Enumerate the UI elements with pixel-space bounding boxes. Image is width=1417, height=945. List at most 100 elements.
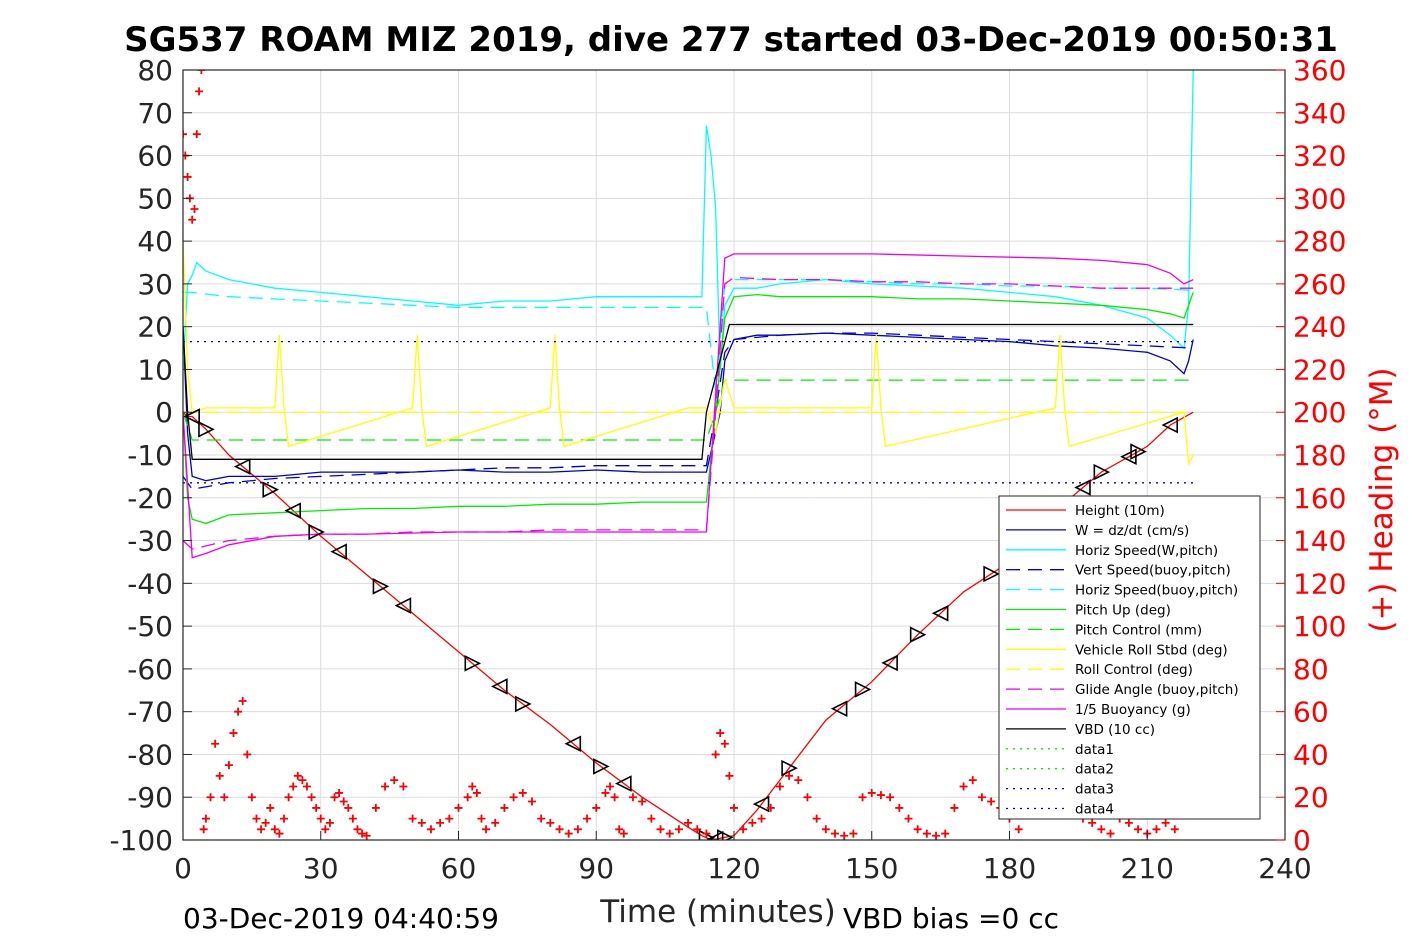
- x-tick-label: 180: [983, 852, 1036, 885]
- heading-point: [537, 814, 546, 823]
- heading-point: [238, 696, 247, 705]
- gc-marker: [464, 655, 482, 672]
- chart-title: SG537 ROAM MIZ 2019, dive 277 started 03…: [124, 20, 1338, 60]
- heading-point: [615, 825, 624, 834]
- y-right-tick-label: 220: [1293, 353, 1346, 386]
- y-right-tick-label: 200: [1293, 396, 1346, 429]
- heading-point: [950, 803, 959, 812]
- heading-point: [199, 825, 208, 834]
- x-tick-label: 240: [1258, 852, 1311, 885]
- y-right-tick-label: 360: [1293, 54, 1346, 87]
- heading-point: [977, 793, 986, 802]
- heading-point: [183, 130, 187, 139]
- series-line-11: [183, 323, 1194, 460]
- legend: Height (10m) W = dz/dt (cm/s) Horiz Speed(…: [998, 495, 1261, 820]
- x-tick-label: 120: [707, 852, 760, 885]
- x-tick-label: 210: [1121, 852, 1174, 885]
- heading-point: [766, 803, 775, 812]
- heading-point: [298, 776, 307, 785]
- gc-marker: [564, 735, 582, 753]
- heading-point: [316, 814, 325, 823]
- y-tick-label: 70: [137, 97, 173, 130]
- y-right-tick-label: 100: [1293, 610, 1346, 643]
- gc-marker: [330, 543, 347, 560]
- gc-marker: [514, 695, 532, 713]
- gc-marker: [262, 481, 280, 498]
- heading-point: [748, 818, 757, 827]
- heading-point: [564, 829, 573, 838]
- heading-point: [234, 707, 243, 716]
- series-line-10: [183, 253, 1194, 559]
- legend-entry: data1: [1075, 742, 1114, 758]
- y-right-tick-label: 160: [1293, 482, 1346, 515]
- heading-point: [399, 782, 408, 791]
- heading-point: [959, 782, 968, 791]
- heading-point: [257, 825, 266, 834]
- heading-point: [1161, 818, 1170, 827]
- gc-marker: [593, 758, 610, 775]
- gc-marker: [1093, 463, 1111, 481]
- heading-point: [417, 818, 426, 827]
- heading-point: [491, 818, 500, 827]
- heading-point: [321, 825, 330, 834]
- heading-point: [335, 788, 344, 797]
- heading-point: [638, 797, 647, 806]
- heading-point: [284, 793, 293, 802]
- heading-point: [757, 814, 766, 823]
- gc-marker: [854, 681, 872, 698]
- heading-point: [509, 793, 518, 802]
- x-tick-label: 90: [578, 852, 614, 885]
- legend-entry: Glide Angle (buoy,pitch): [1075, 682, 1239, 698]
- heading-point: [362, 831, 371, 840]
- footer-vbd-bias: VBD bias =0 cc: [843, 902, 1059, 935]
- heading-point: [601, 788, 610, 797]
- y-tick-label: 0: [155, 396, 173, 429]
- heading-point: [358, 829, 367, 838]
- series-layer: [183, 70, 1194, 840]
- y-axis-left: 80 70 60 50 40 30 20 10 0 -10 -20 -30 -40 -50 -60 -70 -8…: [109, 54, 192, 857]
- gc-marker: [233, 458, 251, 475]
- gc-marker: [372, 578, 390, 595]
- heading-point: [266, 803, 275, 812]
- legend-entry: data2: [1075, 762, 1114, 778]
- y-right-tick-label: 20: [1293, 781, 1329, 814]
- gc-marker: [983, 565, 1000, 583]
- heading-point: [339, 797, 348, 806]
- heading-point: [987, 797, 996, 806]
- heading-point: [803, 793, 812, 802]
- gc-marker: [284, 502, 302, 519]
- heading-point: [243, 750, 252, 759]
- heading-point: [968, 776, 977, 785]
- x-tick-label: 150: [845, 852, 898, 885]
- heading-point: [211, 739, 220, 748]
- gc-marker: [198, 421, 215, 438]
- y-tick-label: -10: [127, 439, 173, 472]
- y-tick-label: -70: [127, 696, 173, 729]
- y-tick-label: -90: [127, 781, 173, 814]
- heading-point: [463, 793, 472, 802]
- heading-point: [647, 814, 656, 823]
- heading-point: [293, 771, 302, 780]
- y-tick-label: -80: [127, 738, 173, 771]
- legend-entry: W = dz/dt (cm/s): [1075, 523, 1189, 539]
- heading-point: [275, 829, 284, 838]
- heading-point: [619, 829, 628, 838]
- heading-point: [477, 814, 486, 823]
- y-axis-right: 3603403203002802602402202001801601401201…: [1276, 54, 1346, 857]
- heading-point: [330, 793, 339, 802]
- y-tick-label: -50: [127, 610, 173, 643]
- gc-marker: [781, 759, 798, 777]
- heading-point: [812, 814, 821, 823]
- legend-entry: data3: [1075, 782, 1114, 798]
- y-tick-label: 80: [137, 54, 173, 87]
- gc-marker: [909, 626, 927, 643]
- heading-point: [716, 729, 725, 738]
- heading-point: [445, 814, 454, 823]
- heading-point: [725, 771, 734, 780]
- y-right-tick-label: 180: [1293, 439, 1346, 472]
- heading-point: [886, 793, 895, 802]
- x-axis: 0 30 60 90 120 150 180 210 240: [174, 831, 1312, 885]
- heading-point: [472, 788, 481, 797]
- heading-point: [436, 818, 445, 827]
